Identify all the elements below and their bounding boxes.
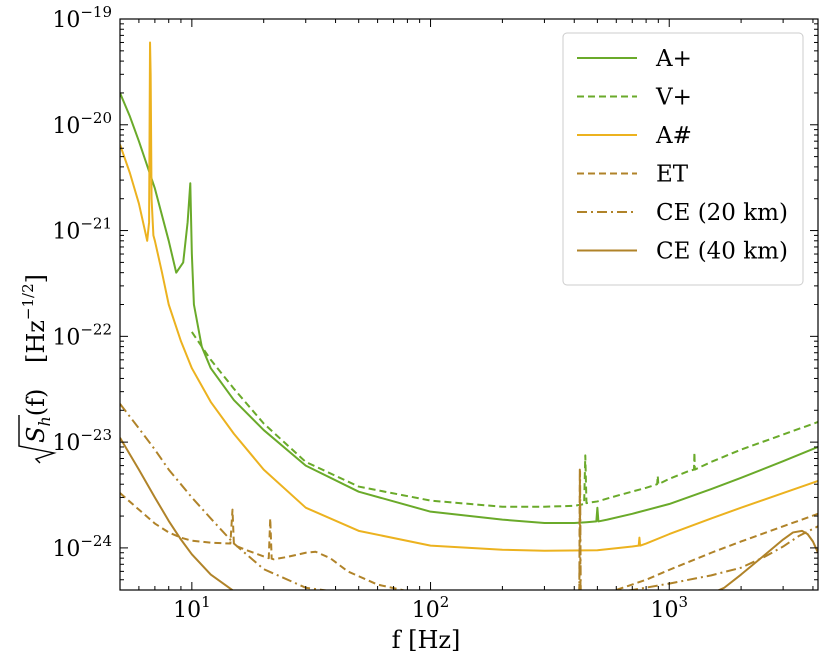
x-tick-label: 101 <box>173 593 211 623</box>
legend: A+ V+ A# ET CE (20 km) CE (40 km) <box>562 32 804 286</box>
y-tick-label: 10−21 <box>52 215 112 245</box>
x-tick-labels: 101 102 103 <box>173 593 688 623</box>
y-axis-unit: [Hz−1/2] <box>19 274 50 363</box>
series-line-a <box>120 41 818 552</box>
y-axis-title: Sh(f) [Hz−1/2] <box>18 274 57 464</box>
y-tick-label: 10−20 <box>52 109 112 139</box>
y-tick-labels: 10−24 10−23 10−22 10−21 10−20 10−19 <box>52 3 112 562</box>
y-tick-label: 10−19 <box>52 3 112 33</box>
ticks-layer <box>119 18 818 591</box>
series-line-a <box>120 92 818 524</box>
legend-label: CE (20 km) <box>656 200 788 226</box>
plot-area <box>119 18 819 591</box>
legend-label: V+ <box>655 85 692 111</box>
legend-label: ET <box>656 162 689 188</box>
x-axis-title: f [Hz] <box>392 626 461 654</box>
series-line-ce-40-km <box>120 437 818 590</box>
x-tick-label: 103 <box>650 593 688 623</box>
x-tick-label: 102 <box>412 593 450 623</box>
legend-label: A# <box>655 123 692 149</box>
y-tick-label: 10−23 <box>52 426 112 456</box>
y-axis-radicand: Sh(f) <box>22 389 54 443</box>
series-layer <box>120 41 818 590</box>
y-tick-label: 10−22 <box>52 320 112 350</box>
series-line-v <box>191 331 818 508</box>
legend-label: CE (40 km) <box>656 239 788 265</box>
series-line-ce-20-km <box>120 403 818 590</box>
legend-label: A+ <box>655 46 692 72</box>
sqrt-symbol <box>18 415 57 464</box>
y-tick-label: 10−24 <box>52 532 112 562</box>
